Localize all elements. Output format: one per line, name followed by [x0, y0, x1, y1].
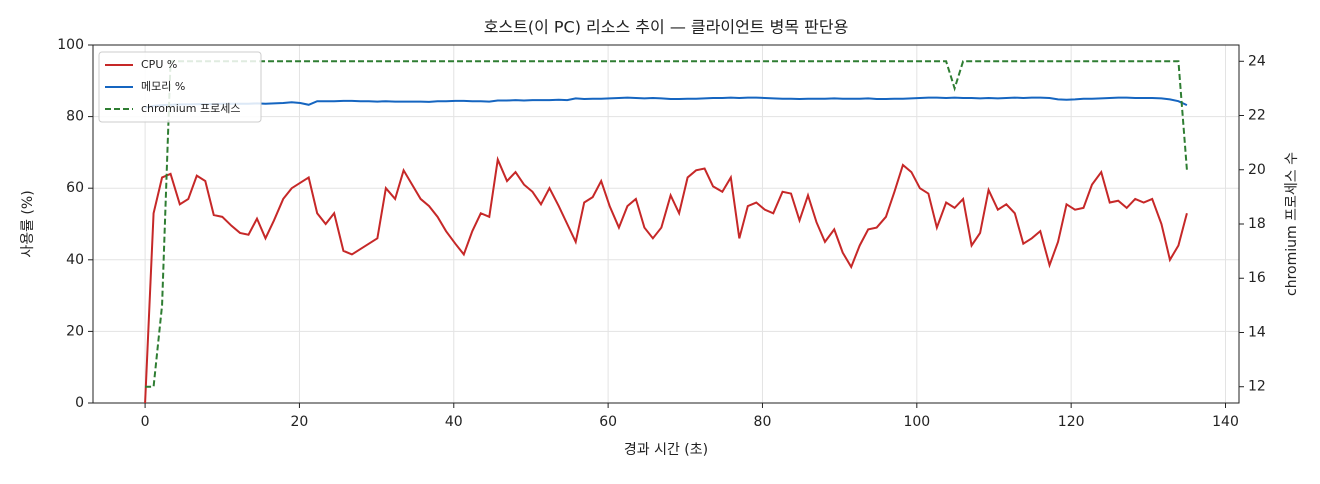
chart-title: 호스트(이 PC) 리소스 추이 — 클라이언트 병목 판단용	[484, 18, 849, 37]
y-tick-label: 80	[66, 109, 84, 125]
x-tick-label: 120	[1058, 414, 1085, 430]
legend-box	[98, 51, 262, 123]
y2-tick-label: 16	[1248, 270, 1266, 286]
legend-label: 메모리 %	[141, 80, 185, 93]
series-line	[144, 155, 1188, 404]
x-tick-label: 20	[291, 414, 309, 430]
y2-tick-label: 18	[1248, 216, 1266, 232]
y-tick-label: 60	[66, 180, 84, 196]
y-axis-label: 사용률 (%)	[20, 190, 36, 257]
series-line	[145, 60, 1188, 388]
y2-tick-label: 24	[1248, 53, 1266, 69]
y2-tick-label: 20	[1248, 162, 1266, 178]
y2-axis-label: chromium 프로세스 수	[1284, 152, 1300, 296]
y-tick-label: 0	[75, 395, 84, 411]
series-line	[144, 96, 1188, 109]
x-tick-label: 140	[1212, 414, 1239, 430]
y2-tick-label: 14	[1248, 324, 1266, 340]
y2-tick-label: 22	[1248, 108, 1266, 124]
plot-frame	[92, 44, 1240, 404]
y-tick-label: 100	[57, 37, 84, 53]
y2-tick-label: 12	[1248, 379, 1266, 395]
legend-label: CPU %	[141, 58, 177, 71]
x-tick-label: 80	[754, 414, 772, 430]
x-axis-label: 경과 시간 (초)	[624, 442, 708, 458]
x-tick-label: 0	[141, 414, 150, 430]
y-tick-label: 40	[66, 252, 84, 268]
y-tick-label: 20	[66, 323, 84, 339]
x-tick-label: 100	[903, 414, 930, 430]
x-tick-label: 60	[599, 414, 617, 430]
legend-label: chromium 프로세스	[141, 102, 240, 115]
x-tick-label: 40	[445, 414, 463, 430]
